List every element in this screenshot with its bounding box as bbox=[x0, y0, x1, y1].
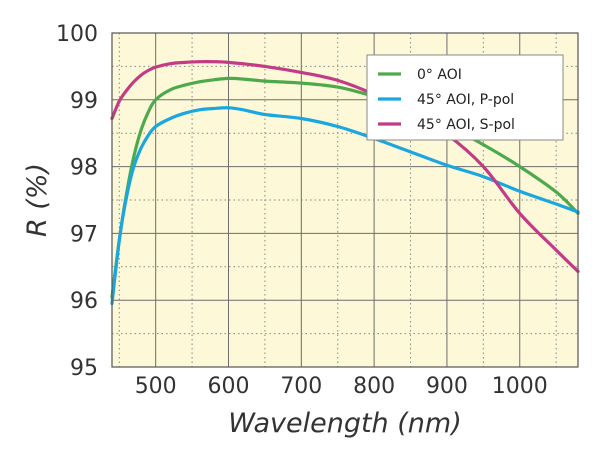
y-tick-labels: 95 96 97 98 99 100 bbox=[56, 22, 98, 381]
x-tick-label: 700 bbox=[280, 374, 322, 399]
x-tick-label: 500 bbox=[135, 374, 177, 399]
legend-label: 45° AOI, P-pol bbox=[417, 92, 514, 108]
x-axis-title: Wavelength (nm) bbox=[228, 408, 461, 439]
x-tick-label: 900 bbox=[426, 374, 468, 399]
series-line-2 bbox=[110, 106, 580, 306]
y-tick-label: 99 bbox=[70, 89, 98, 114]
legend-label: 0° AOI bbox=[417, 67, 462, 83]
x-tick-label: 600 bbox=[208, 374, 250, 399]
y-tick-label: 98 bbox=[70, 156, 98, 181]
legend-label: 45° AOI, S-pol bbox=[417, 117, 515, 133]
y-tick-label: 96 bbox=[70, 289, 98, 314]
y-axis-title: R (%) bbox=[22, 163, 53, 237]
plot-frame bbox=[111, 32, 579, 368]
legend: 0° AOI 45° AOI, P-pol 45° AOI, S-pol bbox=[366, 54, 564, 141]
y-tick-label: 97 bbox=[70, 222, 98, 247]
series-line-3 bbox=[110, 60, 580, 274]
y-tick-label: 100 bbox=[56, 22, 98, 47]
y-tick-label: 95 bbox=[70, 356, 98, 381]
x-tick-label: 1000 bbox=[492, 374, 548, 399]
x-tick-labels: 500 600 700 800 900 1000 bbox=[135, 374, 548, 399]
x-tick-label: 800 bbox=[353, 374, 395, 399]
